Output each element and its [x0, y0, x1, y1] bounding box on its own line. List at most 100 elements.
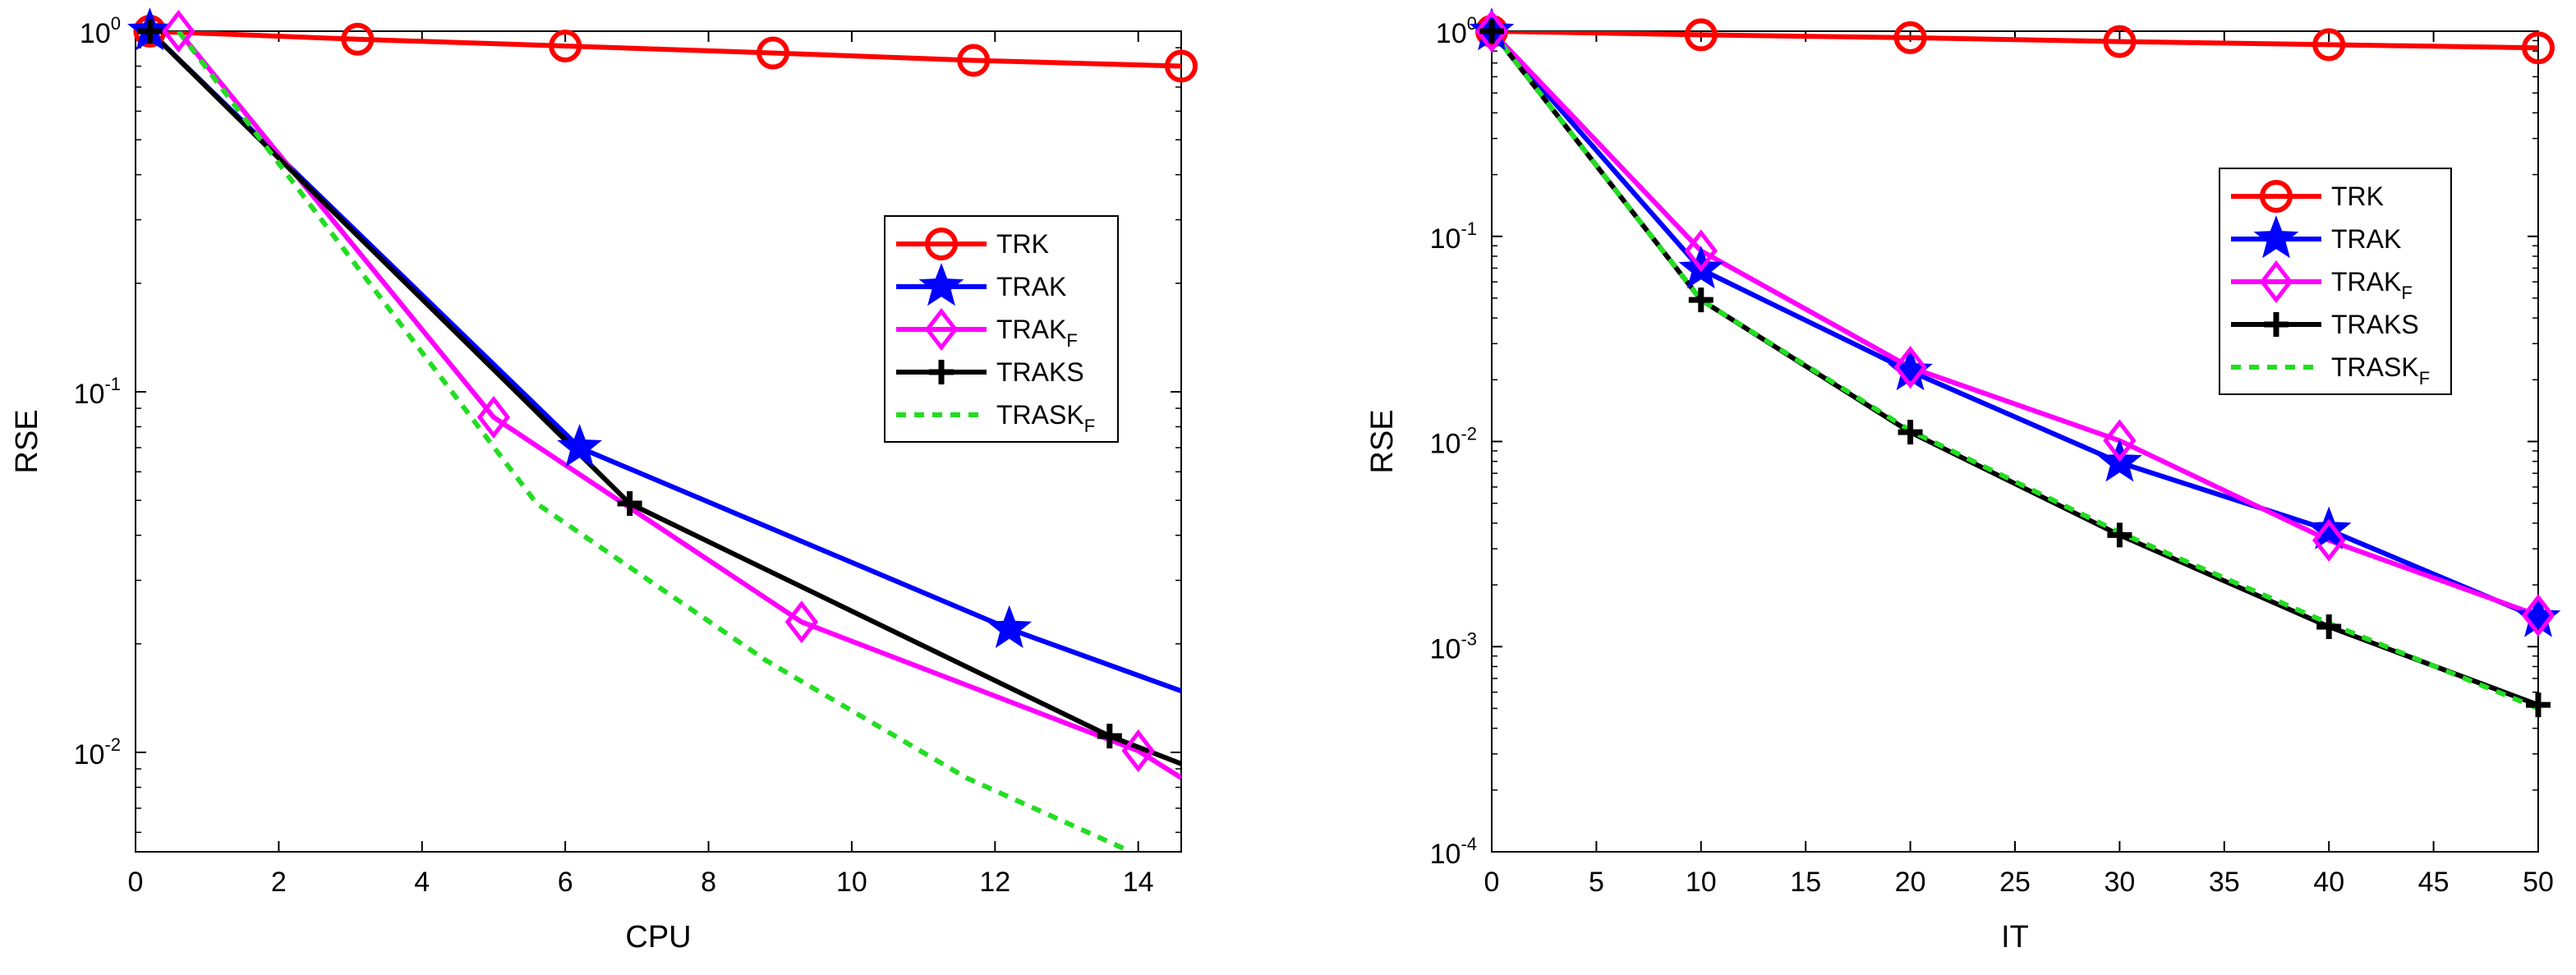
data-point-trak-f — [1474, 9, 1509, 53]
y-tick-exponent: -2 — [1460, 424, 1477, 444]
data-point-traks — [1479, 19, 1504, 44]
legend-subscript: F — [2401, 283, 2412, 303]
y-tick-exponent: 0 — [111, 13, 121, 34]
series-line-trak — [1492, 31, 2538, 621]
data-point-traks — [2316, 614, 2342, 640]
data-point-trak-f — [1684, 229, 1718, 273]
y-tick-label: 10-4 — [1430, 834, 1477, 870]
data-point-trak — [2515, 594, 2561, 637]
data-point-traks — [1688, 287, 1714, 313]
y-tick-exponent: -1 — [104, 374, 121, 394]
x-tick-label: 10 — [836, 867, 867, 898]
y-axis-label: RSE — [10, 409, 44, 473]
y-tick-label: 100 — [80, 13, 121, 49]
series-line-trk — [1492, 31, 2538, 51]
x-tick-label: 20 — [1895, 867, 1926, 898]
x-tick-label: 14 — [1123, 867, 1154, 898]
y-tick-label: 10-1 — [1430, 218, 1477, 255]
x-axis-label: CPU — [625, 920, 691, 954]
data-point-trak — [2306, 506, 2352, 550]
data-point-trk — [757, 36, 790, 70]
chart-1: 0 2 4 6 8 10 12 1410010-110-2CPURSETRKTRAKTRAKF… — [10, 7, 1198, 954]
x-tick-label: 25 — [1999, 867, 2031, 898]
x-tick-label: 2 — [271, 867, 287, 898]
data-point-trak-f — [2312, 518, 2346, 562]
x-tick-label: 15 — [1790, 867, 1821, 898]
series-line-trk — [150, 31, 1181, 69]
data-point-trk — [957, 44, 991, 77]
legend-marker — [918, 263, 964, 306]
data-point-traks — [617, 490, 642, 516]
data-point-traks — [2526, 692, 2551, 718]
data-point-trak-f — [2521, 594, 2555, 637]
legend-label: TRAKS — [996, 357, 1084, 387]
series-line-trak-f — [1492, 31, 2538, 619]
legend-marker — [925, 228, 958, 260]
legend-subscript: F — [2419, 368, 2430, 389]
x-tick-label: 12 — [979, 867, 1010, 898]
series-markers — [1469, 7, 2561, 718]
data-point-trk — [1893, 21, 1927, 54]
data-point-trak — [557, 424, 602, 467]
x-tick-label: 6 — [558, 867, 573, 898]
data-point-trk — [1165, 49, 1198, 83]
chart-2: 0 5 10 15 20 25 30 35 40 45 50 100 10-1 10-2 10-3 10-4 I… — [1365, 7, 2561, 954]
x-tick-label: 10 — [1686, 867, 1717, 898]
series-line-traks — [148, 31, 1181, 766]
y-tick-label: 10-1 — [74, 374, 121, 410]
data-point-traks — [1097, 724, 1122, 749]
data-point-traks — [137, 19, 163, 44]
x-tick-label: 45 — [2418, 867, 2450, 898]
data-point-trk — [2312, 28, 2346, 62]
legend-marker — [2264, 312, 2288, 337]
x-tick-label: 0 — [1484, 867, 1500, 898]
legend-label: TRAKS — [2331, 310, 2419, 339]
y-axis-label: RSE — [1365, 409, 1400, 473]
y-tick-exponent: -4 — [1460, 834, 1477, 854]
data-point-trk — [2103, 25, 2137, 58]
data-point-trak-f — [162, 9, 196, 53]
data-point-trak-f — [784, 600, 819, 644]
x-tick-label: 4 — [414, 867, 430, 898]
data-point-trk — [2522, 31, 2555, 65]
plot-frame — [1491, 30, 2539, 853]
legend-subscript: F — [1084, 416, 1095, 436]
x-tick-label: 50 — [2523, 867, 2554, 898]
y-tick-label: 10-3 — [1430, 628, 1477, 665]
legend-marker — [2260, 180, 2293, 213]
x-tick-label: 40 — [2313, 867, 2344, 898]
legend-label: TRAK — [996, 272, 1066, 301]
legend-label: TRK — [2331, 182, 2384, 211]
y-tick-exponent: -2 — [104, 734, 121, 755]
series-lines — [148, 31, 1181, 852]
x-tick-label: 30 — [2104, 867, 2135, 898]
legend-subscript: F — [1066, 330, 1077, 351]
legend-label: TRK — [996, 229, 1049, 259]
data-point-trak-f — [1121, 729, 1155, 773]
data-point-trak-f — [476, 395, 511, 439]
plot-frame — [135, 30, 1182, 853]
legend-marker — [924, 307, 959, 352]
y-tick-label: 10-2 — [74, 734, 121, 770]
y-tick-exponent: -1 — [1460, 218, 1477, 239]
data-point-trk — [341, 22, 375, 56]
series-markers — [127, 7, 1198, 773]
legend-label: TRAK — [2331, 224, 2401, 254]
data-point-traks — [2107, 522, 2132, 548]
data-point-trak — [987, 605, 1033, 649]
y-tick-label: 10-2 — [1430, 424, 1477, 460]
x-tick-label: 8 — [701, 867, 716, 898]
x-tick-label: 35 — [2209, 867, 2240, 898]
data-point-trk — [549, 29, 582, 62]
data-point-trak-f — [1893, 346, 1927, 389]
y-tick-exponent: -3 — [1460, 628, 1477, 649]
x-axis-label: IT — [2001, 920, 2029, 954]
series-lines — [1492, 31, 2538, 711]
series-line-trask-f — [176, 31, 1133, 852]
legend-marker — [2259, 260, 2293, 304]
series-line-trak-f — [176, 31, 1181, 780]
x-tick-label: 0 — [128, 867, 144, 898]
